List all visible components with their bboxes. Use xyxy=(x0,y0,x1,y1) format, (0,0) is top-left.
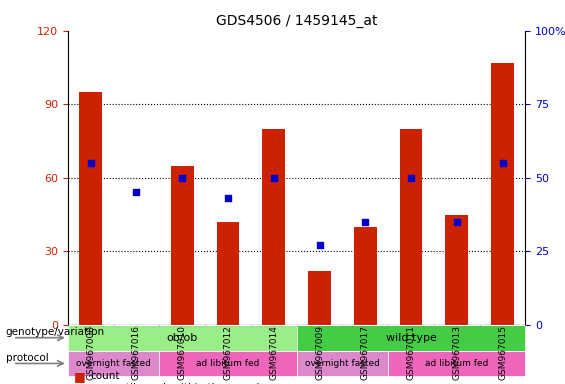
Text: ad libitum fed: ad libitum fed xyxy=(425,359,489,368)
Bar xyxy=(491,63,514,325)
Text: genotype/variation: genotype/variation xyxy=(6,327,105,337)
Text: overnight fasted: overnight fasted xyxy=(76,359,151,368)
Bar xyxy=(171,166,194,325)
Text: protocol: protocol xyxy=(6,353,49,363)
Point xyxy=(132,189,141,195)
Text: overnight fasted: overnight fasted xyxy=(305,359,380,368)
Point xyxy=(224,195,233,202)
FancyBboxPatch shape xyxy=(388,351,525,376)
Point xyxy=(498,160,507,166)
Bar xyxy=(216,222,240,325)
Bar xyxy=(354,227,377,325)
Point xyxy=(315,242,324,248)
Text: GSM967017: GSM967017 xyxy=(361,325,370,380)
Point xyxy=(407,175,416,181)
FancyBboxPatch shape xyxy=(159,351,297,376)
Point xyxy=(361,219,370,225)
Text: GSM967011: GSM967011 xyxy=(407,325,415,380)
Text: ■: ■ xyxy=(73,370,85,383)
Bar xyxy=(445,215,468,325)
Text: GSM967015: GSM967015 xyxy=(498,325,507,380)
Point xyxy=(178,175,187,181)
Text: count: count xyxy=(90,371,120,381)
FancyBboxPatch shape xyxy=(297,325,525,351)
FancyBboxPatch shape xyxy=(297,351,388,376)
Text: ■: ■ xyxy=(73,381,85,384)
FancyBboxPatch shape xyxy=(68,351,159,376)
Text: GSM967016: GSM967016 xyxy=(132,325,141,380)
Point xyxy=(270,175,279,181)
Text: ob/ob: ob/ob xyxy=(167,333,198,343)
Text: wild type: wild type xyxy=(385,333,437,343)
Text: GSM967008: GSM967008 xyxy=(86,325,95,380)
Bar xyxy=(399,129,423,325)
Title: GDS4506 / 1459145_at: GDS4506 / 1459145_at xyxy=(216,14,377,28)
Text: GSM967012: GSM967012 xyxy=(224,325,232,380)
Text: GSM967010: GSM967010 xyxy=(178,325,186,380)
Text: ad libitum fed: ad libitum fed xyxy=(196,359,260,368)
Text: GSM967009: GSM967009 xyxy=(315,325,324,380)
Bar xyxy=(79,92,102,325)
Point xyxy=(86,160,95,166)
Bar xyxy=(308,271,331,325)
Text: GSM967013: GSM967013 xyxy=(453,325,461,380)
Text: percentile rank within the sample: percentile rank within the sample xyxy=(90,383,266,384)
Text: GSM967014: GSM967014 xyxy=(270,325,278,380)
Point xyxy=(453,219,462,225)
Bar xyxy=(262,129,285,325)
FancyBboxPatch shape xyxy=(68,325,297,351)
